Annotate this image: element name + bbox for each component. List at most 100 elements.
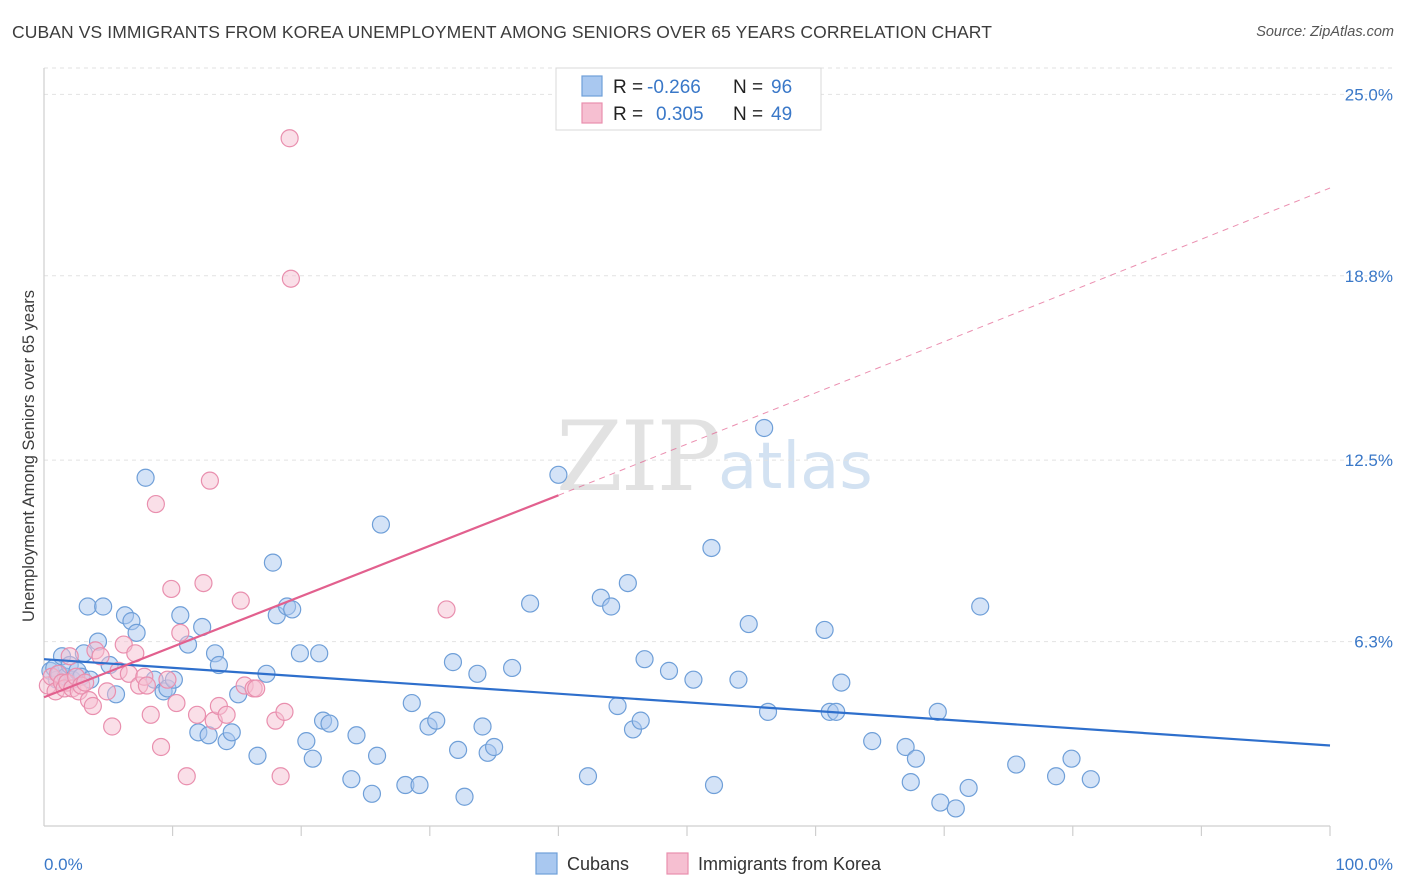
data-point [310, 644, 329, 663]
data-point [549, 465, 568, 484]
data-point [485, 737, 504, 757]
data-point [684, 670, 703, 689]
watermark-zip: ZIP [556, 401, 719, 513]
data-point [283, 600, 302, 619]
legend-n-label: N = [733, 77, 763, 98]
data-point [97, 682, 117, 701]
series-korea [38, 129, 456, 786]
data-point [171, 623, 190, 642]
data-point [158, 670, 177, 689]
legend-r-value-cubans: -0.266 [647, 77, 701, 98]
data-point [146, 494, 165, 514]
data-point [901, 773, 920, 792]
series-legend-swatch-korea [666, 852, 689, 875]
data-point [704, 775, 724, 795]
trend-line-extension-korea [558, 187, 1331, 496]
legend-swatch-korea [581, 102, 603, 124]
data-point [410, 775, 429, 795]
data-point [729, 670, 748, 689]
data-point [832, 673, 851, 692]
data-point [347, 726, 366, 745]
y-tick-label: 18.8% [1345, 267, 1393, 286]
x-tick-label: 0.0% [44, 855, 83, 874]
correlation-legend: R = -0.266 N = 96 R = 0.305 N = 49 [555, 67, 822, 131]
data-point [906, 749, 926, 768]
data-point [1046, 767, 1066, 786]
data-point [280, 129, 299, 148]
data-point [209, 655, 228, 675]
data-point [127, 623, 146, 642]
data-point [659, 661, 679, 680]
data-point [578, 767, 598, 786]
data-point [200, 471, 219, 490]
data-point [171, 606, 190, 625]
data-point [371, 515, 391, 534]
data-point [271, 767, 290, 786]
axes [43, 68, 1331, 836]
series-legend-label-korea: Immigrants from Korea [698, 854, 882, 874]
legend-swatch-cubans [581, 75, 603, 97]
data-point [367, 746, 387, 765]
legend-n-value-cubans: 96 [771, 77, 792, 98]
data-point [635, 650, 654, 669]
data-point [931, 793, 950, 812]
data-point [1007, 755, 1026, 774]
source-credit: Source: ZipAtlas.com [1256, 24, 1394, 40]
x-tick-labels: 0.0% 100.0% [44, 855, 1393, 874]
data-point [896, 737, 915, 757]
data-point [222, 723, 241, 742]
data-point [141, 705, 160, 724]
data-point [275, 702, 294, 721]
legend-r-label: R = [613, 104, 643, 125]
data-point [618, 573, 637, 593]
data-point [755, 418, 774, 438]
data-point [320, 714, 339, 733]
watermark: ZIP atlas [556, 401, 873, 513]
data-point [739, 614, 758, 634]
data-point [758, 702, 778, 721]
data-point [103, 717, 122, 736]
data-point [151, 737, 171, 757]
data-point [167, 693, 186, 713]
data-point [946, 799, 965, 818]
data-point [443, 653, 463, 672]
data-point [281, 269, 301, 288]
data-point [448, 740, 468, 760]
watermark-atlas: atlas [718, 430, 873, 504]
data-point [187, 705, 207, 724]
data-point [362, 784, 382, 803]
y-tick-label: 25.0% [1345, 85, 1393, 104]
data-point [815, 620, 834, 640]
data-point [608, 696, 627, 716]
data-point [290, 644, 310, 663]
data-point [177, 767, 196, 786]
trend-line-cubans [43, 658, 1331, 747]
series-legend: Cubans Immigrants from Korea [535, 852, 882, 875]
legend-n-value-korea: 49 [771, 104, 792, 125]
data-point [473, 717, 492, 736]
data-point [248, 746, 267, 765]
data-point [217, 705, 236, 724]
data-point [231, 591, 250, 610]
data-point [297, 732, 316, 751]
x-tick-label: 100.0% [1335, 855, 1393, 874]
data-point [194, 573, 213, 593]
data-point [136, 468, 155, 487]
trend-line-korea [43, 494, 559, 699]
legend-r-label: R = [613, 77, 643, 98]
data-point [162, 579, 181, 599]
data-point [94, 597, 113, 616]
data-point [503, 658, 522, 678]
data-point [1062, 749, 1081, 768]
data-point [402, 693, 421, 713]
trend-lines [43, 187, 1331, 747]
y-tick-label: 6.3% [1354, 633, 1393, 652]
data-point [959, 778, 978, 798]
data-point [427, 711, 446, 730]
legend-r-value-korea: 0.305 [656, 104, 704, 125]
data-point [437, 600, 456, 619]
data-point [928, 702, 947, 721]
data-point [247, 679, 266, 698]
data-point [455, 787, 474, 806]
